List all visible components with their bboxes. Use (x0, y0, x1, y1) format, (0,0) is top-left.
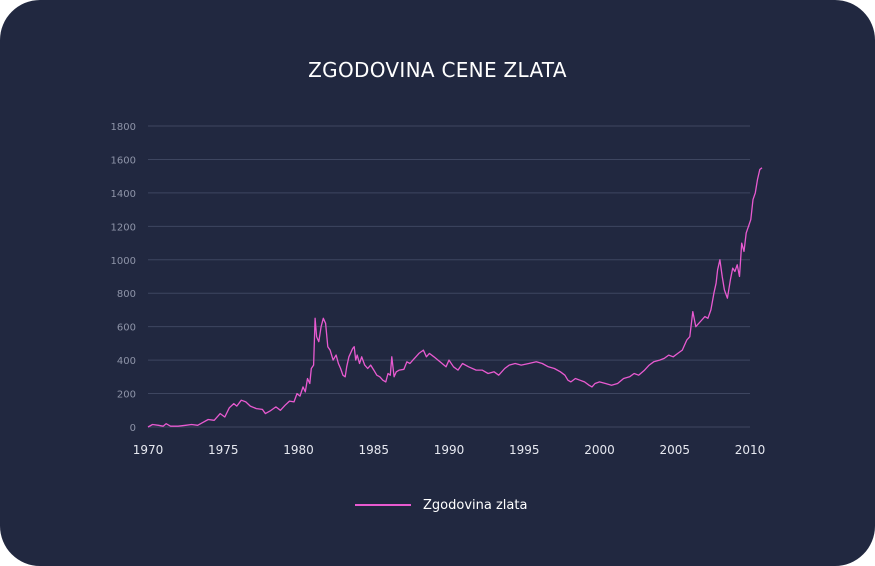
y-tick-label: 800 (117, 289, 136, 300)
x-tick-label: 1975 (208, 443, 239, 457)
x-tick-label: 1995 (509, 443, 540, 457)
x-tick-label: 1990 (434, 443, 465, 457)
y-tick-label: 1200 (111, 222, 136, 233)
x-tick-label: 1985 (358, 443, 389, 457)
y-tick-label: 200 (117, 390, 136, 401)
y-axis-ticks: 0 200 400 600 800 1000 1200 1400 1600 1800 (111, 122, 136, 434)
y-tick-label: 600 (117, 323, 136, 334)
y-tick-label: 1000 (111, 256, 136, 267)
y-tick-label: 1800 (111, 122, 136, 133)
x-tick-label: 1970 (133, 443, 164, 457)
legend-label: Zgodovina zlata (423, 497, 528, 513)
x-tick-label: 1980 (283, 443, 314, 457)
x-tick-label: 2005 (659, 443, 690, 457)
y-tick-label: 1400 (111, 189, 136, 200)
series-line-0[interactable] (147, 167, 763, 428)
chart-title: ZGODOVINA CENE ZLATA (308, 58, 567, 82)
x-tick-label: 2010 (735, 443, 766, 457)
series-group (147, 167, 763, 428)
x-tick-label: 2000 (584, 443, 615, 457)
y-tick-label: 0 (130, 423, 136, 434)
x-axis-ticks: 1970 1975 1980 1985 1990 1995 2000 2005 2010 (133, 443, 766, 457)
y-tick-label: 1600 (111, 155, 136, 166)
legend-swatch (355, 504, 411, 506)
legend[interactable]: Zgodovina zlata (355, 495, 527, 515)
y-tick-label: 400 (117, 356, 136, 367)
gridlines (148, 125, 750, 428)
